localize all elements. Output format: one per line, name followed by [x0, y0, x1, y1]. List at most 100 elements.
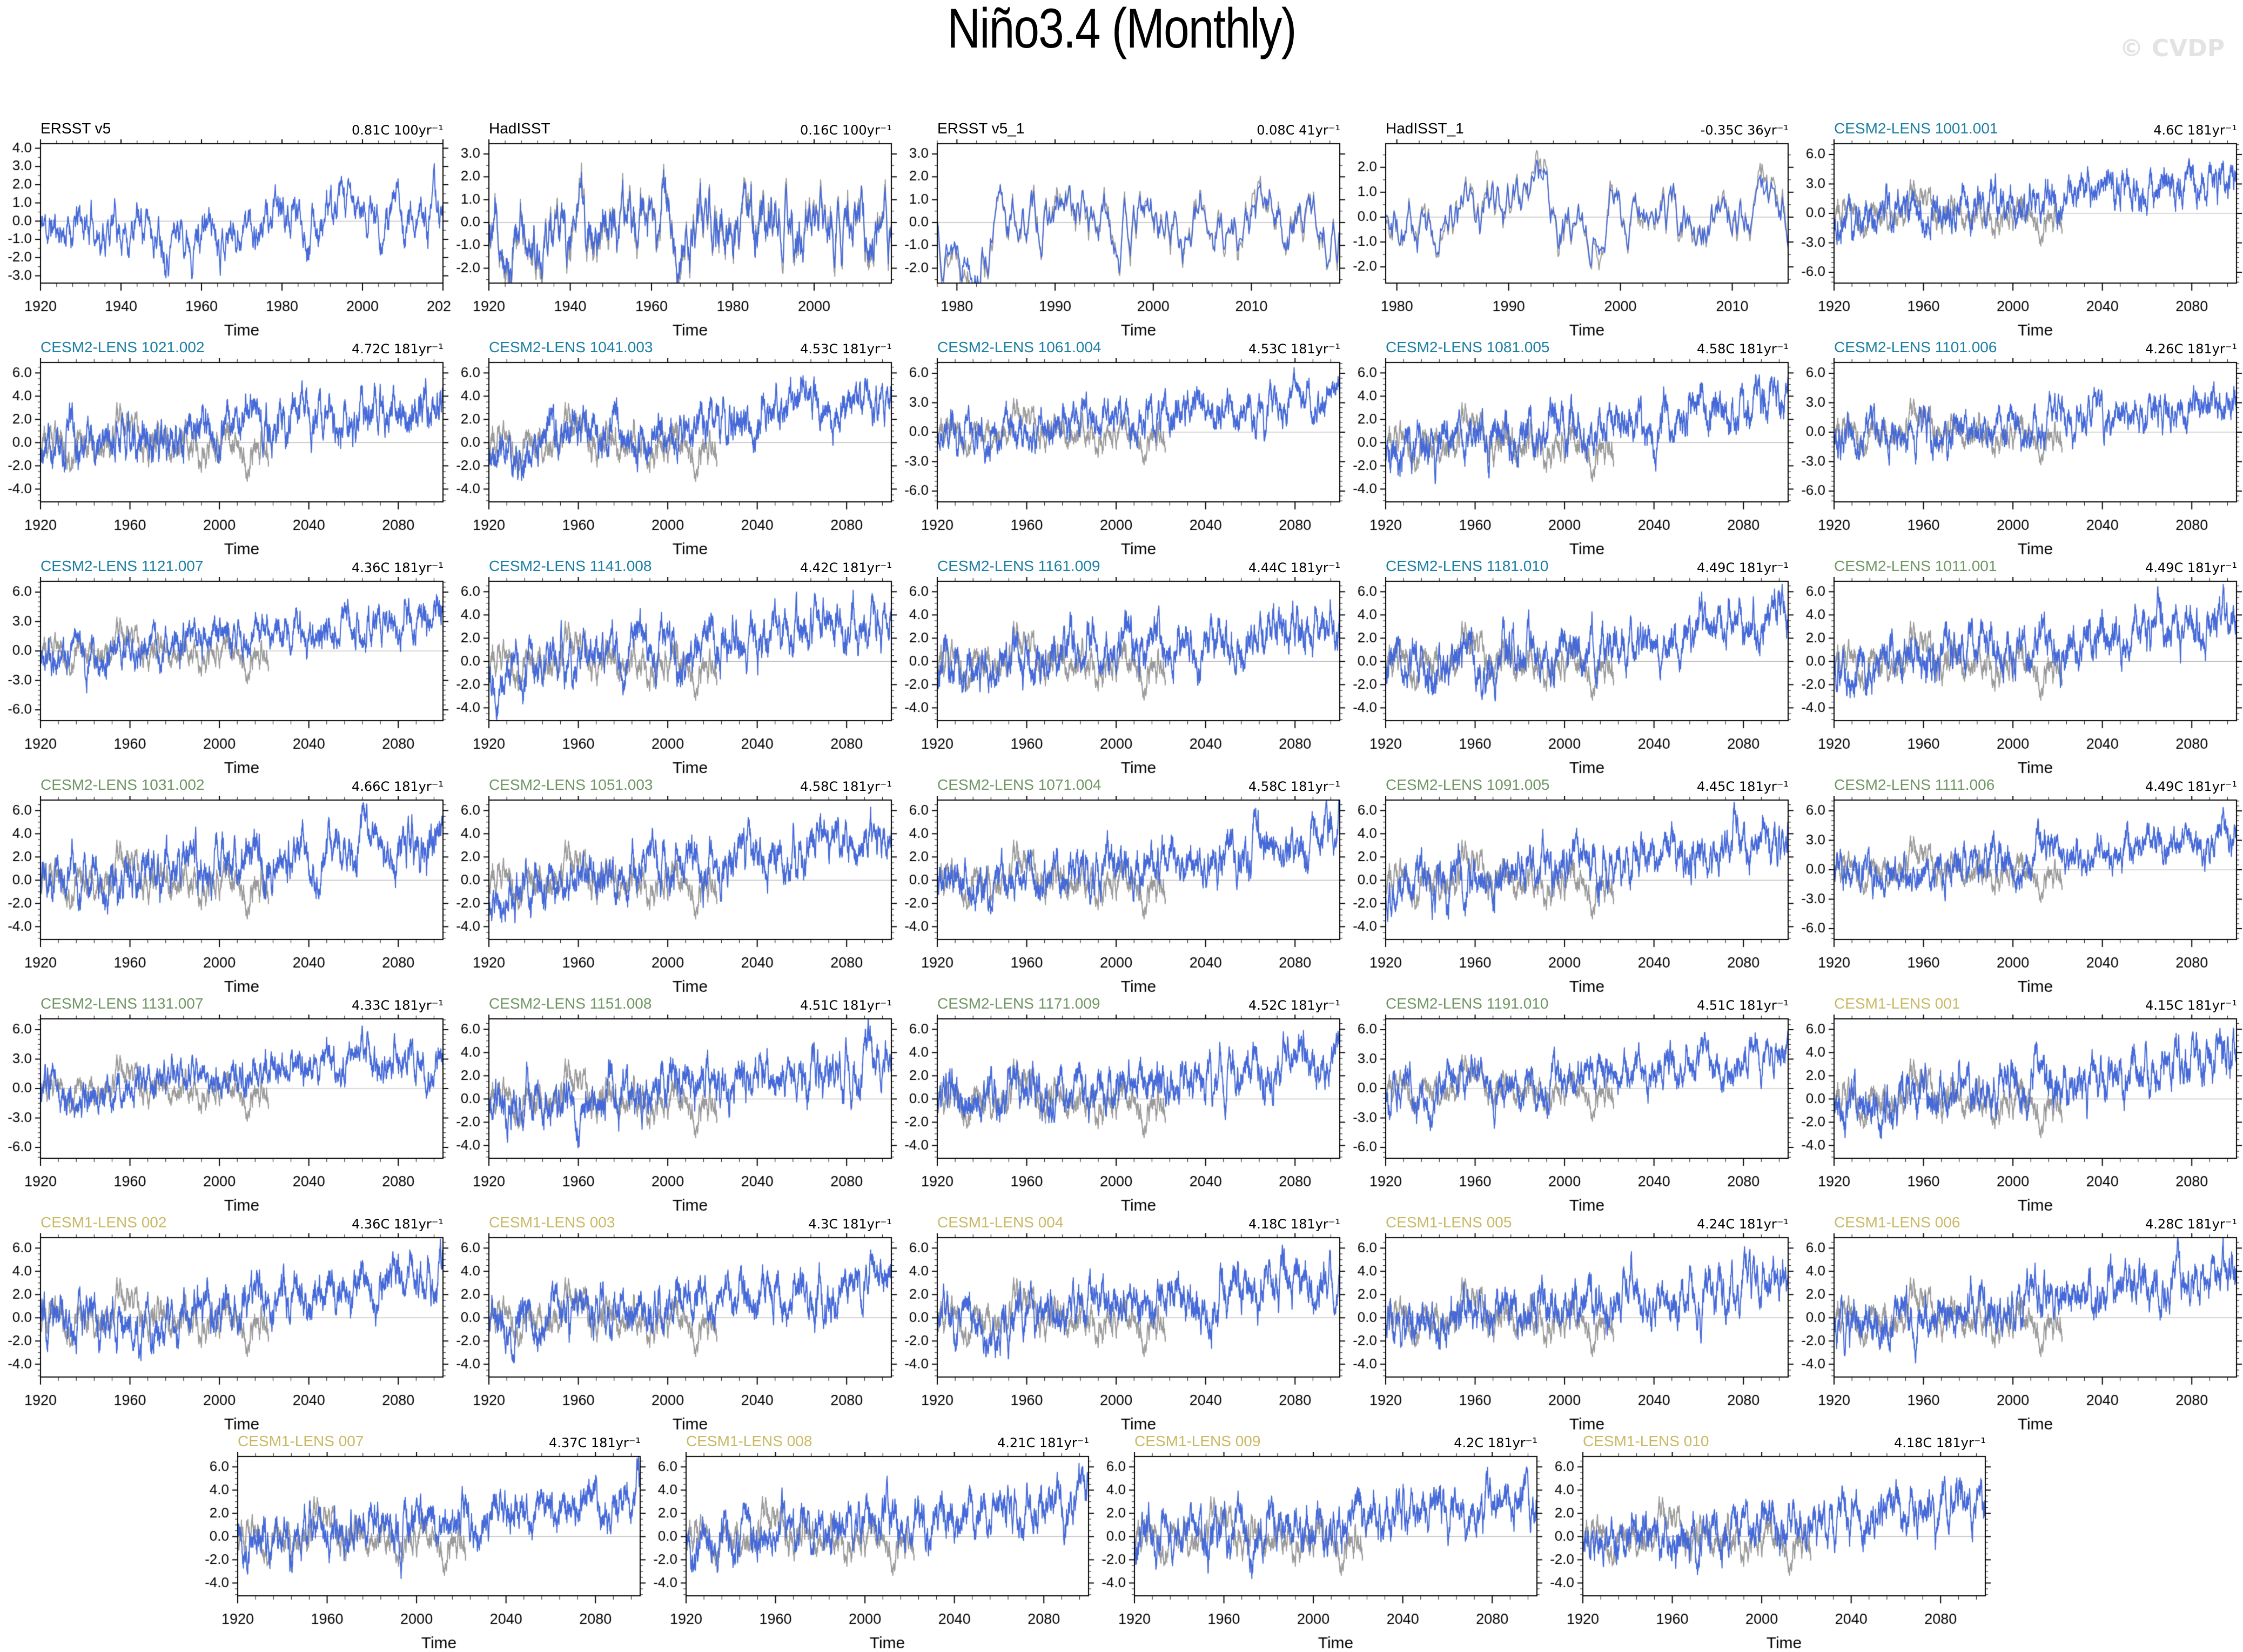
- trend-label: 4.49C 181yr⁻¹: [2145, 779, 2237, 794]
- chart-canvas: [1348, 1015, 1796, 1214]
- chart-panel-1: ERSST v5 0.81C 100yr⁻¹: [3, 118, 451, 339]
- chart-panel-28: CESM1-LENS 004 4.18C 181yr⁻¹: [899, 1212, 1348, 1433]
- chart-canvas: [451, 796, 899, 996]
- chart-canvas: [3, 1015, 451, 1214]
- chart-canvas: [1348, 1233, 1796, 1433]
- trend-label: 0.81C 100yr⁻¹: [352, 123, 444, 138]
- chart-panel-12: CESM2-LENS 1141.008 4.42C 181yr⁻¹: [451, 555, 899, 777]
- chart-panel-14: CESM2-LENS 1181.010 4.49C 181yr⁻¹: [1348, 555, 1796, 777]
- chart-title: CESM2-LENS 1031.002: [41, 776, 205, 793]
- chart-panel-2: HadISST 0.16C 100yr⁻¹: [451, 118, 899, 339]
- chart-canvas: [3, 796, 451, 996]
- chart-panel-8: CESM2-LENS 1061.004 4.53C 181yr⁻¹: [899, 337, 1348, 558]
- chart-title: CESM2-LENS 1071.004: [937, 776, 1102, 793]
- chart-title: CESM2-LENS 1051.003: [489, 776, 653, 793]
- chart-canvas: [3, 139, 451, 339]
- trend-label: 0.08C 41yr⁻¹: [1257, 123, 1340, 138]
- chart-canvas: [1796, 1015, 2243, 1214]
- chart-title: CESM1-LENS 002: [41, 1214, 167, 1231]
- chart-canvas: [899, 577, 1348, 777]
- trend-label: 4.51C 181yr⁻¹: [1697, 998, 1789, 1013]
- trend-label: 4.53C 181yr⁻¹: [1248, 341, 1340, 357]
- trend-label: 4.53C 181yr⁻¹: [800, 341, 892, 357]
- chart-title: CESM2-LENS 1101.006: [1834, 339, 1997, 355]
- trend-label: 4.2C 181yr⁻¹: [1454, 1435, 1537, 1450]
- chart-canvas: [451, 1233, 899, 1433]
- chart-panel-29: CESM1-LENS 005 4.24C 181yr⁻¹: [1348, 1212, 1796, 1433]
- cvdp-watermark: © CVDP: [2119, 35, 2225, 62]
- chart-title: CESM2-LENS 1131.007: [41, 995, 204, 1012]
- chart-panel-20: CESM2-LENS 1111.006 4.49C 181yr⁻¹: [1796, 774, 2243, 996]
- chart-title: CESM2-LENS 1001.001: [1834, 120, 1998, 137]
- chart-title: CESM1-LENS 010: [1583, 1433, 1709, 1449]
- chart-panel-5: CESM2-LENS 1001.001 4.6C 181yr⁻¹: [1796, 118, 2243, 339]
- chart-canvas: [1097, 1452, 1545, 1652]
- chart-title: CESM1-LENS 005: [1386, 1214, 1512, 1231]
- chart-canvas: [1348, 358, 1796, 558]
- chart-panel-25: CESM1-LENS 001 4.15C 181yr⁻¹: [1796, 993, 2243, 1214]
- trend-label: 4.58C 181yr⁻¹: [1697, 341, 1789, 357]
- chart-panel-15: CESM2-LENS 1011.001 4.49C 181yr⁻¹: [1796, 555, 2243, 777]
- chart-canvas: [1545, 1452, 1993, 1652]
- trend-label: 4.51C 181yr⁻¹: [800, 998, 892, 1013]
- chart-canvas: [200, 1452, 648, 1652]
- chart-title: CESM1-LENS 004: [937, 1214, 1064, 1231]
- chart-canvas: [1796, 358, 2243, 558]
- chart-canvas: [451, 1015, 899, 1214]
- chart-title: CESM2-LENS 1181.010: [1386, 558, 1549, 574]
- chart-title: CESM1-LENS 009: [1134, 1433, 1261, 1449]
- chart-canvas: [1348, 577, 1796, 777]
- chart-title: ERSST v5: [41, 120, 111, 137]
- chart-title: CESM2-LENS 1061.004: [937, 339, 1102, 355]
- chart-title: CESM2-LENS 1081.005: [1386, 339, 1550, 355]
- trend-label: 4.18C 181yr⁻¹: [1248, 1217, 1340, 1232]
- chart-title: CESM1-LENS 006: [1834, 1214, 1960, 1231]
- chart-panel-34: CESM1-LENS 010 4.18C 181yr⁻¹: [1545, 1431, 1993, 1652]
- trend-label: 4.18C 181yr⁻¹: [1894, 1435, 1986, 1450]
- trend-label: 4.24C 181yr⁻¹: [1697, 1217, 1789, 1232]
- trend-label: 0.16C 100yr⁻¹: [800, 123, 892, 138]
- trend-label: -0.35C 36yr⁻¹: [1700, 123, 1789, 138]
- chart-canvas: [1796, 139, 2243, 339]
- chart-title: CESM2-LENS 1151.008: [489, 995, 652, 1012]
- trend-label: 4.66C 181yr⁻¹: [352, 779, 444, 794]
- chart-panel-24: CESM2-LENS 1191.010 4.51C 181yr⁻¹: [1348, 993, 1796, 1214]
- chart-panel-26: CESM1-LENS 002 4.36C 181yr⁻¹: [3, 1212, 451, 1433]
- trend-label: 4.58C 181yr⁻¹: [1248, 779, 1340, 794]
- chart-panel-22: CESM2-LENS 1151.008 4.51C 181yr⁻¹: [451, 993, 899, 1214]
- chart-title: CESM2-LENS 1041.003: [489, 339, 653, 355]
- chart-canvas: [1348, 796, 1796, 996]
- chart-canvas: [451, 358, 899, 558]
- chart-title: CESM1-LENS 001: [1834, 995, 1960, 1012]
- chart-title: CESM1-LENS 008: [686, 1433, 812, 1449]
- trend-label: 4.37C 181yr⁻¹: [549, 1435, 641, 1450]
- chart-panel-13: CESM2-LENS 1161.009 4.44C 181yr⁻¹: [899, 555, 1348, 777]
- trend-label: 4.36C 181yr⁻¹: [352, 560, 444, 575]
- chart-canvas: [1796, 1233, 2243, 1433]
- trend-label: 4.28C 181yr⁻¹: [2145, 1217, 2237, 1232]
- chart-canvas: [899, 1233, 1348, 1433]
- trend-label: 4.15C 181yr⁻¹: [2145, 998, 2237, 1013]
- chart-canvas: [451, 577, 899, 777]
- chart-panel-19: CESM2-LENS 1091.005 4.45C 181yr⁻¹: [1348, 774, 1796, 996]
- chart-panel-4: HadISST_1 -0.35C 36yr⁻¹: [1348, 118, 1796, 339]
- chart-panel-18: CESM2-LENS 1071.004 4.58C 181yr⁻¹: [899, 774, 1348, 996]
- chart-canvas: [1348, 139, 1796, 339]
- chart-panel-27: CESM1-LENS 003 4.3C 181yr⁻¹: [451, 1212, 899, 1433]
- chart-title: HadISST: [489, 120, 550, 137]
- chart-title: CESM2-LENS 1171.009: [937, 995, 1100, 1012]
- chart-canvas: [3, 358, 451, 558]
- chart-title: CESM1-LENS 007: [238, 1433, 364, 1449]
- trend-label: 4.49C 181yr⁻¹: [2145, 560, 2237, 575]
- chart-title: CESM2-LENS 1121.007: [41, 558, 204, 574]
- chart-panel-11: CESM2-LENS 1121.007 4.36C 181yr⁻¹: [3, 555, 451, 777]
- chart-panel-7: CESM2-LENS 1041.003 4.53C 181yr⁻¹: [451, 337, 899, 558]
- chart-canvas: [899, 1015, 1348, 1214]
- chart-panel-33: CESM1-LENS 009 4.2C 181yr⁻¹: [1097, 1431, 1545, 1652]
- trend-label: 4.21C 181yr⁻¹: [997, 1435, 1089, 1450]
- trend-label: 4.36C 181yr⁻¹: [352, 1217, 444, 1232]
- trend-label: 4.52C 181yr⁻¹: [1248, 998, 1340, 1013]
- chart-canvas: [899, 796, 1348, 996]
- chart-panel-21: CESM2-LENS 1131.007 4.33C 181yr⁻¹: [3, 993, 451, 1214]
